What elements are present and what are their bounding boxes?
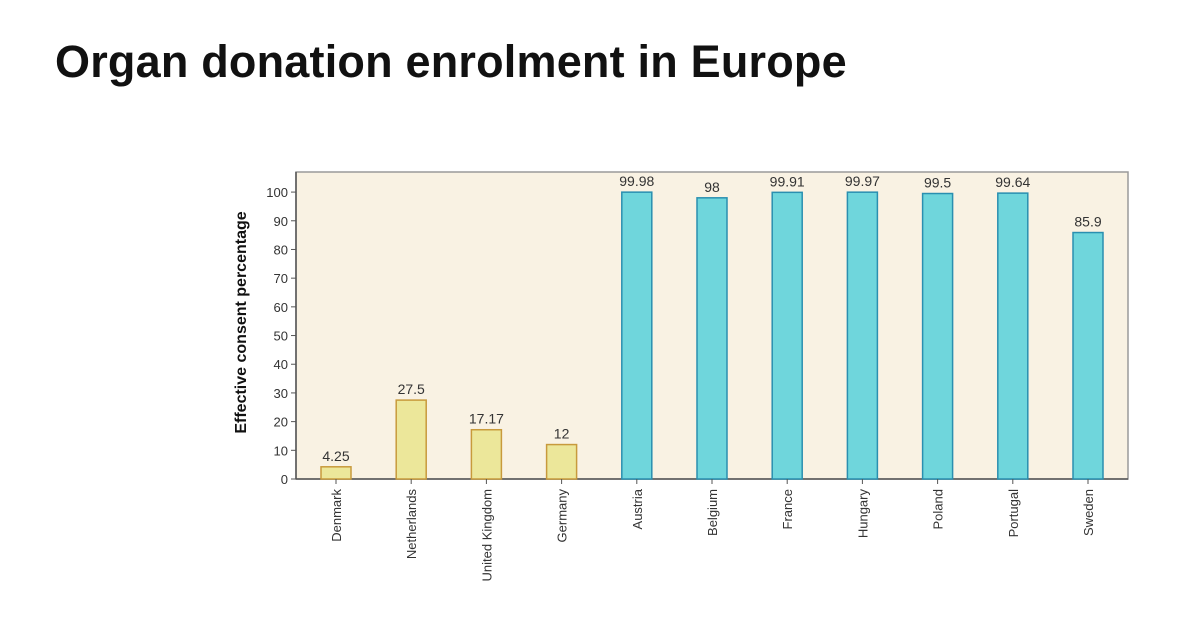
x-tick-label: Poland	[931, 489, 946, 529]
y-tick-label: 0	[281, 472, 288, 487]
bar	[997, 192, 1029, 480]
bar	[545, 443, 578, 480]
y-tick-label: 100	[266, 185, 288, 200]
data-label: 99.91	[770, 173, 805, 189]
bar	[470, 428, 503, 480]
y-tick-label: 30	[274, 386, 288, 401]
x-tick-label: Denmark	[329, 489, 344, 542]
bar	[846, 191, 879, 480]
bar	[621, 191, 653, 480]
x-tick-label: Austria	[630, 488, 645, 529]
y-tick-label: 80	[274, 242, 288, 257]
bar	[771, 191, 803, 480]
x-tick-label: Netherlands	[404, 489, 419, 560]
bar	[395, 399, 427, 480]
y-tick-label: 60	[274, 300, 288, 315]
bar	[1072, 231, 1104, 480]
data-label: 12	[554, 426, 570, 442]
y-tick-label: 70	[274, 271, 288, 286]
x-tick-label: Hungary	[855, 489, 870, 539]
data-label: 99.97	[845, 173, 880, 189]
y-tick-label: 50	[274, 329, 288, 344]
data-label: 99.98	[619, 173, 654, 189]
data-label: 99.5	[924, 175, 951, 191]
data-label: 99.64	[995, 174, 1030, 190]
data-label: 17.17	[469, 411, 504, 427]
y-axis-title: Effective consent percentage	[233, 211, 250, 433]
y-tick-label: 40	[274, 357, 288, 372]
data-label: 85.9	[1074, 214, 1101, 230]
y-tick-label: 90	[274, 214, 288, 229]
x-tick-label: France	[780, 489, 795, 529]
bar	[921, 192, 954, 480]
x-tick-label: Belgium	[705, 489, 720, 536]
y-tick-label: 20	[274, 415, 288, 430]
x-tick-label: United Kingdom	[479, 489, 494, 582]
x-tick-label: Sweden	[1081, 489, 1096, 536]
x-tick-label: Portugal	[1006, 489, 1021, 538]
data-label: 27.5	[398, 381, 425, 397]
slide-title: Organ donation enrolment in Europe	[55, 36, 847, 87]
data-label: 4.25	[322, 448, 349, 464]
x-tick-label: Germany	[555, 489, 570, 543]
bar	[696, 197, 728, 480]
bar	[320, 466, 352, 480]
data-label: 98	[704, 179, 720, 195]
y-tick-label: 10	[274, 443, 288, 458]
